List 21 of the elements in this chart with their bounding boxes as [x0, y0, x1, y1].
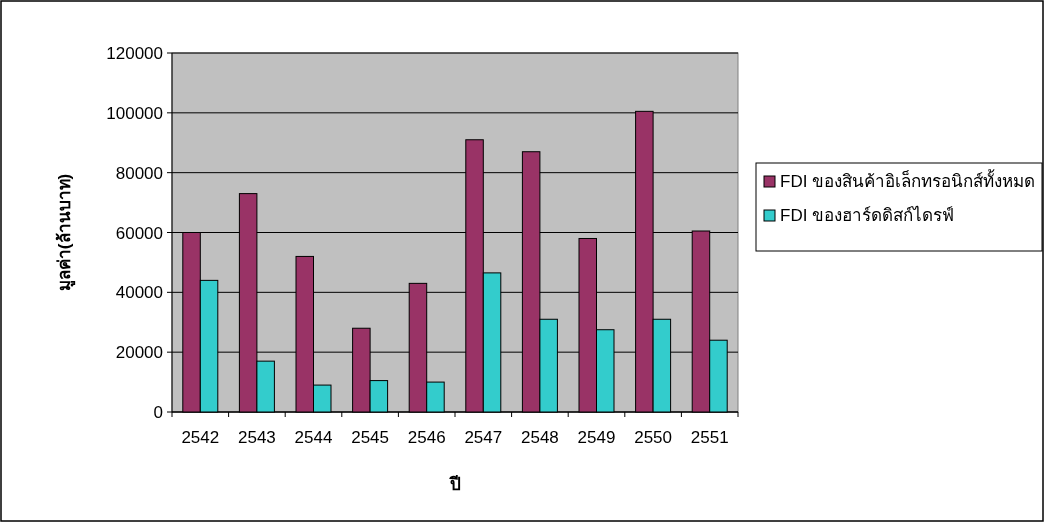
- y-tick-label: 0: [153, 403, 163, 422]
- y-axis-title: มูลค่า(ล้านบาท): [55, 173, 76, 292]
- x-tick-label: 2548: [520, 428, 559, 447]
- legend-label: FDI ของสินค้าอิเล็กทรอนิกส์ทั้งหมด: [780, 169, 1036, 191]
- y-tick-label: 60000: [115, 223, 163, 243]
- x-tick-label: 2547: [464, 428, 503, 447]
- x-tick-label: 2550: [634, 428, 673, 447]
- x-tick-label: 2544: [294, 428, 333, 447]
- x-tick-label: 2551: [690, 428, 729, 447]
- y-tick-label: 80000: [115, 163, 163, 183]
- y-tick-label: 100000: [106, 103, 163, 123]
- y-tick-label: 120000: [106, 44, 163, 63]
- x-tick-label: 2542: [181, 428, 220, 447]
- y-tick-label: 40000: [115, 283, 163, 303]
- x-axis-title: ปี: [448, 474, 461, 494]
- y-tick-label: 20000: [115, 343, 163, 363]
- legend-label: FDI ของฮาร์ดดิสก์ไดรฟ์: [780, 205, 955, 225]
- x-tick-label: 2545: [351, 428, 390, 447]
- x-tick-label: 2546: [407, 428, 446, 447]
- x-tick-label: 2543: [237, 428, 276, 447]
- x-tick-label: 2549: [577, 428, 616, 447]
